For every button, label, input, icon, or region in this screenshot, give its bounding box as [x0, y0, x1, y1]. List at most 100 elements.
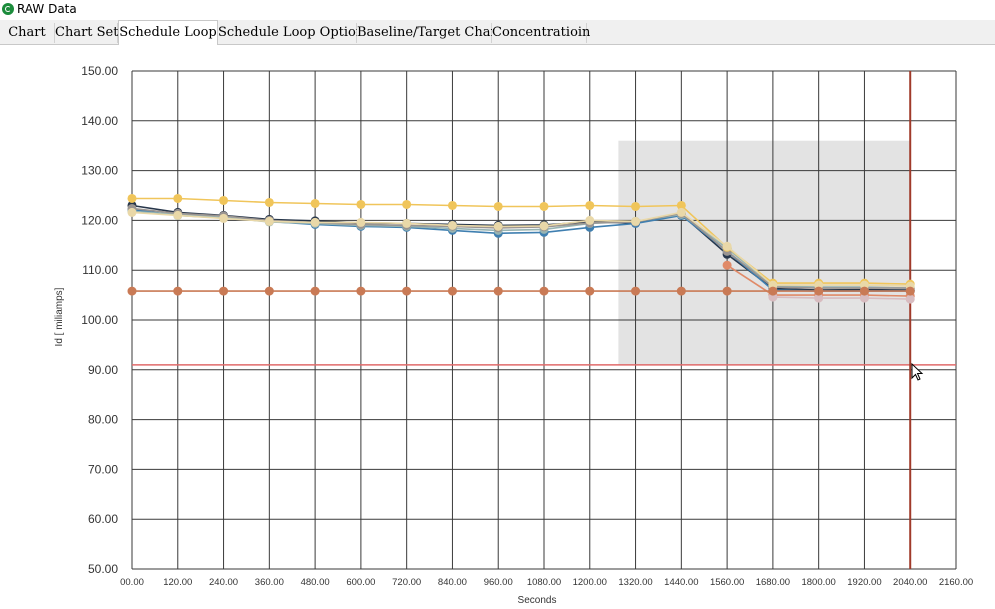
x-tick-label: 1440.00 — [664, 577, 698, 588]
data-point[interactable] — [814, 293, 824, 303]
data-point[interactable] — [310, 286, 320, 296]
y-tick-label: 50.00 — [88, 562, 118, 576]
highlight-region — [618, 140, 911, 365]
x-tick-label: 2160.00 — [939, 577, 973, 588]
tab-chart[interactable]: Chart — [0, 23, 55, 43]
series-line — [131, 204, 911, 291]
x-tick-label: 720.00 — [392, 577, 421, 588]
data-point[interactable] — [859, 286, 869, 296]
x-tick-label: 1560.00 — [710, 577, 744, 588]
data-point[interactable] — [631, 286, 641, 296]
line-chart[interactable]: 150.00 140.00 130.00 120.00 110.00 100.00 90.0… — [0, 45, 995, 609]
tab-chart-set[interactable]: Chart Set — [55, 23, 118, 43]
data-point[interactable] — [356, 286, 366, 296]
x-tick-label: 240.00 — [209, 577, 238, 588]
reference-lines-layer — [132, 71, 956, 569]
tab-baseline-target-chart[interactable]: Baseline/Target Chart — [357, 23, 502, 43]
series-line — [131, 211, 911, 287]
y-tick-label: 70.00 — [88, 462, 118, 476]
series-layer — [127, 193, 915, 304]
data-point[interactable] — [905, 294, 915, 304]
tab-strip: Chart Chart Set Schedule Loop Schedule L… — [0, 20, 995, 45]
data-point[interactable] — [539, 221, 549, 231]
data-point[interactable] — [768, 286, 778, 296]
mouse-pointer-icon — [911, 362, 924, 381]
x-tick-label: 360.00 — [255, 577, 284, 588]
data-point[interactable] — [814, 286, 824, 296]
grid-layer — [131, 70, 957, 570]
x-tick-label: 600.00 — [346, 577, 375, 588]
series-line — [132, 197, 911, 285]
data-point[interactable] — [173, 193, 183, 203]
data-point[interactable] — [356, 199, 366, 209]
data-point[interactable] — [402, 218, 412, 228]
x-tick-label: 2040.00 — [893, 577, 927, 588]
data-point[interactable] — [905, 286, 915, 296]
data-point[interactable] — [173, 210, 183, 220]
y-axis-title: Id [ miliamps] — [54, 287, 65, 346]
highlight-region-layer — [618, 140, 911, 365]
data-point[interactable] — [585, 200, 595, 210]
series-line — [772, 296, 911, 300]
data-point[interactable] — [585, 286, 595, 296]
data-point[interactable] — [264, 216, 274, 226]
x-tick-label: 1080.00 — [527, 577, 561, 588]
title-bar: RAW Data — [0, 0, 995, 18]
data-point[interactable] — [310, 198, 320, 208]
data-point[interactable] — [676, 286, 686, 296]
x-tick-label: 120.00 — [163, 577, 192, 588]
data-point[interactable] — [859, 293, 869, 303]
data-point[interactable] — [585, 215, 595, 225]
data-point[interactable] — [539, 201, 549, 211]
data-point[interactable] — [493, 221, 503, 231]
data-point[interactable] — [539, 286, 549, 296]
x-axis-title: Seconds — [518, 595, 557, 606]
data-point[interactable] — [493, 286, 503, 296]
y-tick-label: 140.00 — [81, 114, 118, 128]
data-point[interactable] — [219, 286, 229, 296]
x-tick-label: 480.00 — [301, 577, 330, 588]
data-point[interactable] — [402, 286, 412, 296]
x-tick-label: 1920.00 — [847, 577, 881, 588]
x-tick-label: 00.00 — [120, 577, 144, 588]
x-tick-label: 1200.00 — [573, 577, 607, 588]
data-point[interactable] — [631, 201, 641, 211]
data-point[interactable] — [127, 193, 137, 203]
tab-concentration[interactable]: Concentratioin — [492, 23, 590, 43]
tab-schedule-loop[interactable]: Schedule Loop — [118, 20, 218, 45]
data-point[interactable] — [219, 213, 229, 223]
data-point[interactable] — [447, 200, 457, 210]
y-tick-label: 150.00 — [81, 64, 118, 78]
y-tick-labels: 150.00 140.00 130.00 120.00 110.00 100.00 90.0… — [81, 64, 118, 576]
tab-schedule-loop-option[interactable]: Schedule Loop Option — [218, 23, 364, 43]
data-point[interactable] — [173, 286, 183, 296]
data-point[interactable] — [722, 260, 732, 270]
y-tick-label: 60.00 — [88, 512, 118, 526]
y-tick-label: 120.00 — [81, 213, 118, 227]
data-point[interactable] — [264, 197, 274, 207]
series-4 — [127, 193, 915, 289]
data-point[interactable] — [631, 216, 641, 226]
data-point[interactable] — [310, 217, 320, 227]
data-point[interactable] — [219, 195, 229, 205]
y-tick-label: 100.00 — [81, 313, 118, 327]
y-tick-label: 110.00 — [82, 263, 118, 277]
data-point[interactable] — [676, 207, 686, 217]
data-point[interactable] — [493, 201, 503, 211]
y-tick-label: 130.00 — [81, 164, 118, 178]
x-tick-label: 1800.00 — [801, 577, 835, 588]
y-tick-label: 80.00 — [88, 413, 118, 427]
data-point[interactable] — [722, 241, 732, 251]
data-point[interactable] — [264, 286, 274, 296]
data-point[interactable] — [356, 217, 366, 227]
data-point[interactable] — [447, 286, 457, 296]
x-tick-label: 1680.00 — [756, 577, 790, 588]
series-line — [131, 207, 911, 289]
data-point[interactable] — [676, 200, 686, 210]
data-point[interactable] — [127, 207, 137, 217]
series-8 — [127, 286, 915, 296]
data-point[interactable] — [447, 220, 457, 230]
data-point[interactable] — [722, 286, 732, 296]
data-point[interactable] — [127, 286, 137, 296]
data-point[interactable] — [402, 199, 412, 209]
